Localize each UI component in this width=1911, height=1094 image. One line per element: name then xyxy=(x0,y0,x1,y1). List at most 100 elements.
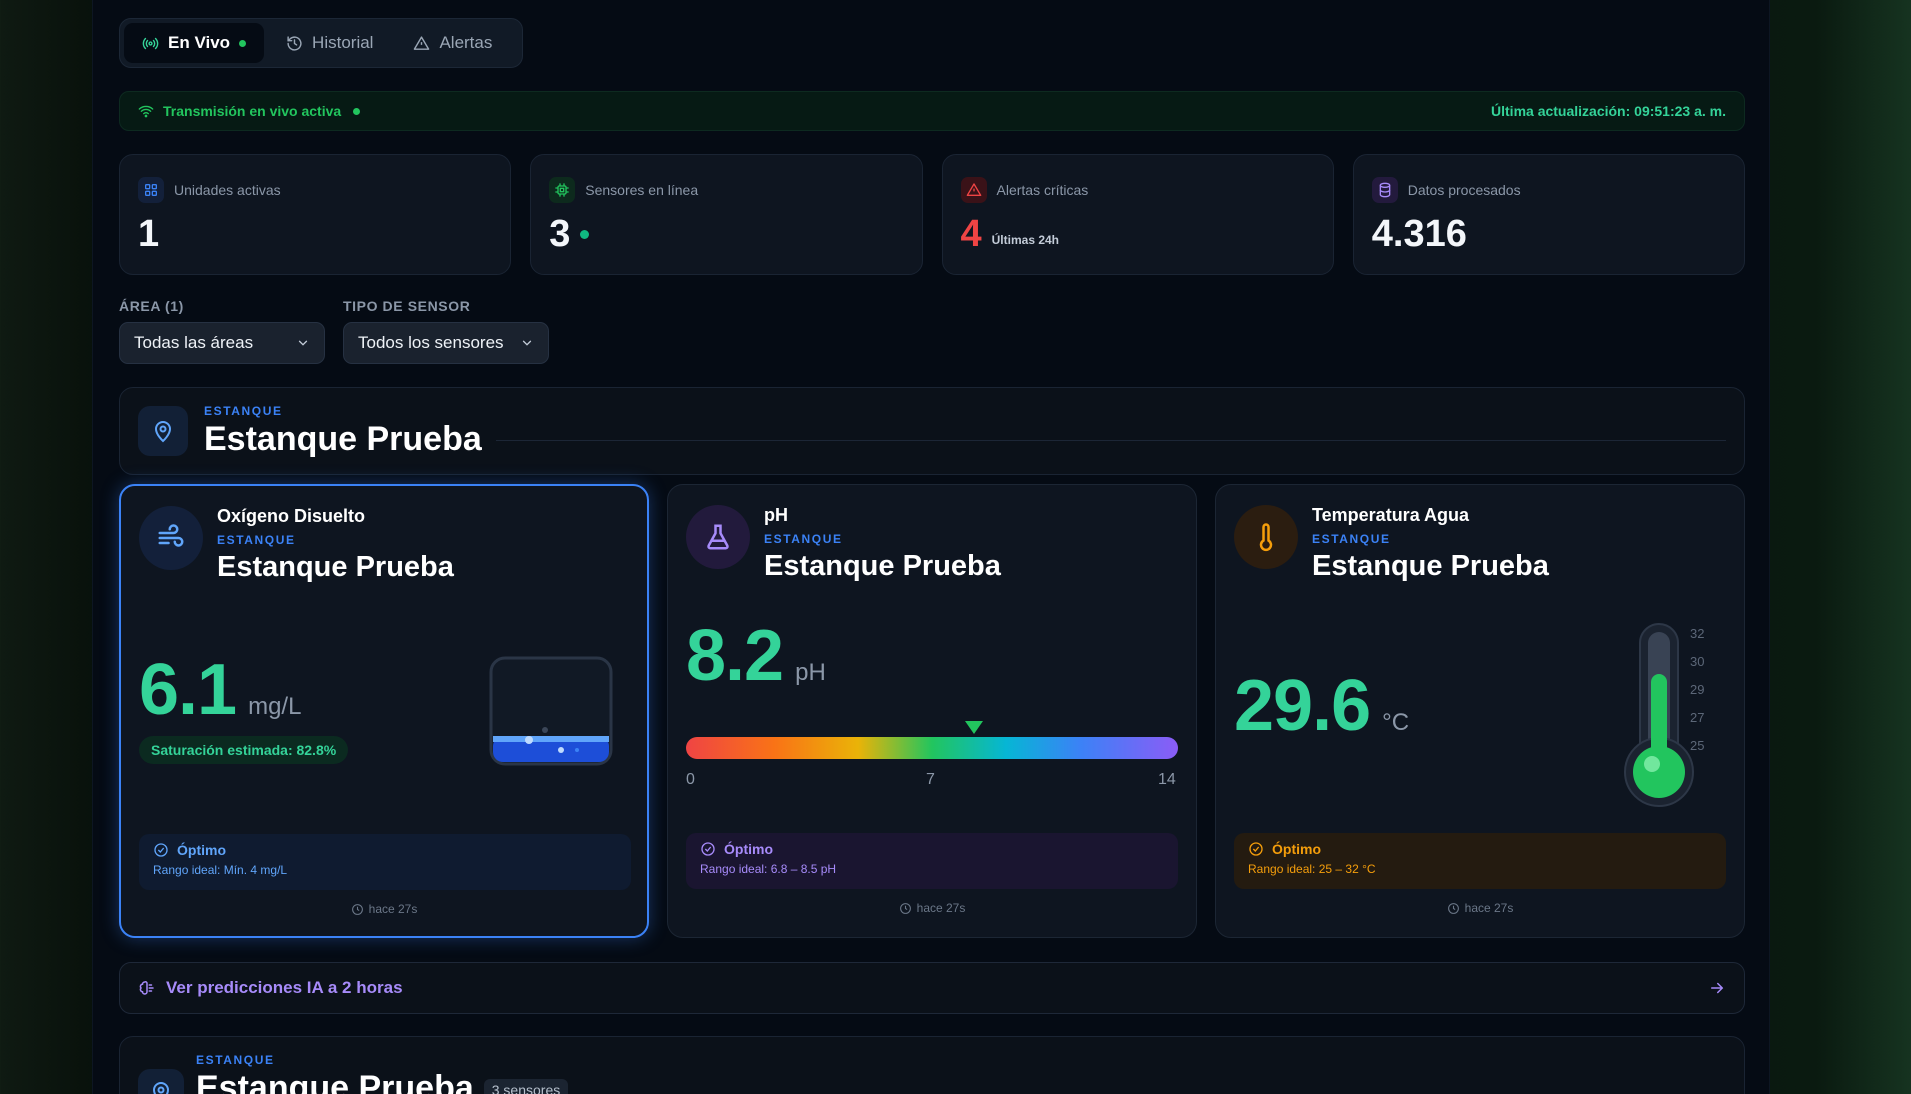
clock-icon xyxy=(899,902,911,914)
status-box: Óptimo Rango ideal: 6.8 – 8.5 pH xyxy=(686,833,1178,889)
sensor-reading: 6.1 mg/L xyxy=(139,649,301,731)
view-tabs: En Vivo Historial Alertas xyxy=(119,18,523,68)
main-panel: En Vivo Historial Alertas Transmisión en… xyxy=(92,0,1770,1094)
check-circle-icon xyxy=(701,842,715,856)
chip-icon xyxy=(549,177,576,203)
warning-icon xyxy=(414,35,430,50)
thermo-tick-29: 29 xyxy=(1690,682,1704,697)
group-header: ESTANQUE Estanque Prueba xyxy=(119,387,1745,475)
stat-value: 1 xyxy=(138,213,160,255)
reading-unit: mg/L xyxy=(248,693,302,720)
thermo-tick-30: 30 xyxy=(1690,654,1704,669)
live-dot xyxy=(239,39,247,47)
tab-label: En Vivo xyxy=(168,33,231,52)
status-label: Óptimo xyxy=(724,841,773,857)
group-kicker: ESTANQUE xyxy=(204,403,283,418)
stat-value: 3 xyxy=(549,213,571,255)
grid-icon xyxy=(138,177,164,203)
sensor-card-oxygen[interactable]: Oxígeno Disuelto ESTANQUE Estanque Prueb… xyxy=(119,484,649,938)
sensor-name: Temperatura Agua xyxy=(1312,505,1470,525)
sensor-select-value: Todos los sensores xyxy=(358,333,504,352)
last-reading: hace 27s xyxy=(1216,901,1744,915)
chevron-down-icon xyxy=(522,340,532,346)
reading-value: 6.1 xyxy=(139,650,237,730)
stat-card-datos: Datos procesados 4.316 xyxy=(1352,154,1745,275)
status-box: Óptimo Rango ideal: 25 – 32 °C xyxy=(1234,833,1726,889)
clock-icon xyxy=(351,903,363,915)
ph-tick-min: 0 xyxy=(686,771,695,788)
location-pin-icon xyxy=(138,406,188,456)
status-label: Óptimo xyxy=(177,842,226,858)
ph-tick-mid: 7 xyxy=(926,771,935,788)
sensor-reading: 8.2 pH xyxy=(686,615,826,697)
sensor-name: Oxígeno Disuelto xyxy=(217,506,366,526)
thermometer-gauge: 32 30 29 27 25 xyxy=(1624,623,1704,807)
sensor-location: Estanque Prueba xyxy=(764,550,1001,582)
last-reading-text: hace 27s xyxy=(1464,901,1514,915)
sensor-card-temperature[interactable]: Temperatura Agua ESTANQUE Estanque Prueb… xyxy=(1215,484,1745,938)
stat-card-alertas: Alertas críticas 4 Últimas 24h xyxy=(941,154,1334,275)
saturation-pill: Saturación estimada: 82.8% xyxy=(139,736,349,764)
last-update-text: Última actualización: 09:51:23 a. m. xyxy=(1491,103,1726,119)
reading-unit: °C xyxy=(1382,709,1410,736)
thermometer-icon xyxy=(1234,505,1298,569)
sensor-cards: Oxígeno Disuelto ESTANQUE Estanque Prueb… xyxy=(119,484,1745,938)
sensor-kicker: ESTANQUE xyxy=(1312,532,1391,546)
stat-label: Sensores en línea xyxy=(585,182,699,198)
broadcast-icon xyxy=(142,37,159,49)
online-dot xyxy=(580,230,590,239)
tab-historial[interactable]: Historial xyxy=(268,23,391,63)
sensor-type-select[interactable]: Todos los sensores xyxy=(343,322,549,364)
database-icon xyxy=(1371,177,1398,203)
status-range: Rango ideal: Mín. 4 mg/L xyxy=(153,863,288,877)
stat-card-sensores: Sensores en línea 3 xyxy=(530,154,923,275)
location-pin-icon xyxy=(138,1069,184,1094)
last-reading: hace 27s xyxy=(121,902,647,916)
stat-card-unidades: Unidades activas 1 xyxy=(119,154,512,275)
sensor-card-ph[interactable]: pH ESTANQUE Estanque Prueba 8.2 pH 0 7 1… xyxy=(667,484,1197,938)
group-title: Estanque Prueba xyxy=(196,1069,474,1094)
sensor-location: Estanque Prueba xyxy=(217,551,454,583)
stat-label: Datos procesados xyxy=(1407,182,1521,198)
tab-alertas[interactable]: Alertas xyxy=(395,23,510,63)
group-title: Estanque Prueba xyxy=(204,419,482,458)
predictions-button[interactable]: Ver predicciones IA a 2 horas xyxy=(119,962,1745,1014)
ph-marker xyxy=(965,721,984,734)
status-range: Rango ideal: 6.8 – 8.5 pH xyxy=(700,862,837,876)
live-status-bar: Transmisión en vivo activa Última actual… xyxy=(119,91,1745,131)
tab-en-vivo[interactable]: En Vivo xyxy=(124,23,265,63)
reading-unit: pH xyxy=(795,659,826,686)
sensor-kicker: ESTANQUE xyxy=(217,533,296,547)
group-header-2: ESTANQUE Estanque Prueba 3 sensores xyxy=(119,1036,1745,1094)
sensor-count-badge: 3 sensores xyxy=(483,1079,569,1094)
tank-gauge xyxy=(489,656,613,766)
tank-water xyxy=(493,736,609,762)
status-range: Rango ideal: 25 – 32 °C xyxy=(1248,862,1376,876)
live-status-text: Transmisión en vivo activa xyxy=(163,103,342,119)
status-box: Óptimo Rango ideal: Mín. 4 mg/L xyxy=(139,834,631,890)
status-label: Óptimo xyxy=(1272,841,1321,857)
stat-value: 4 xyxy=(960,213,982,255)
sensor-location: Estanque Prueba xyxy=(1312,550,1549,582)
last-reading-text: hace 27s xyxy=(916,901,966,915)
sensor-kicker: ESTANQUE xyxy=(764,532,843,546)
stat-value: 4.316 xyxy=(1371,213,1467,255)
area-select-value: Todas las áreas xyxy=(134,333,254,352)
sensor-filter-label: TIPO DE SENSOR xyxy=(343,298,471,314)
reading-value: 8.2 xyxy=(686,616,784,696)
last-reading: hace 27s xyxy=(668,901,1196,915)
stat-label: Unidades activas xyxy=(174,182,281,198)
wifi-icon xyxy=(138,105,154,118)
history-icon xyxy=(287,35,302,51)
tab-label: Alertas xyxy=(439,33,493,52)
arrow-right-icon xyxy=(1711,982,1724,994)
divider xyxy=(495,439,1726,441)
sensor-name: pH xyxy=(764,505,788,525)
area-select[interactable]: Todas las áreas xyxy=(119,322,325,364)
stats-row: Unidades activas 1 Sensores en línea 3 A… xyxy=(119,154,1745,275)
stat-label: Alertas críticas xyxy=(996,182,1089,198)
group-kicker: ESTANQUE xyxy=(196,1053,275,1067)
ph-scale-bar xyxy=(686,737,1178,759)
check-circle-icon xyxy=(1249,842,1263,856)
check-circle-icon xyxy=(154,843,168,857)
